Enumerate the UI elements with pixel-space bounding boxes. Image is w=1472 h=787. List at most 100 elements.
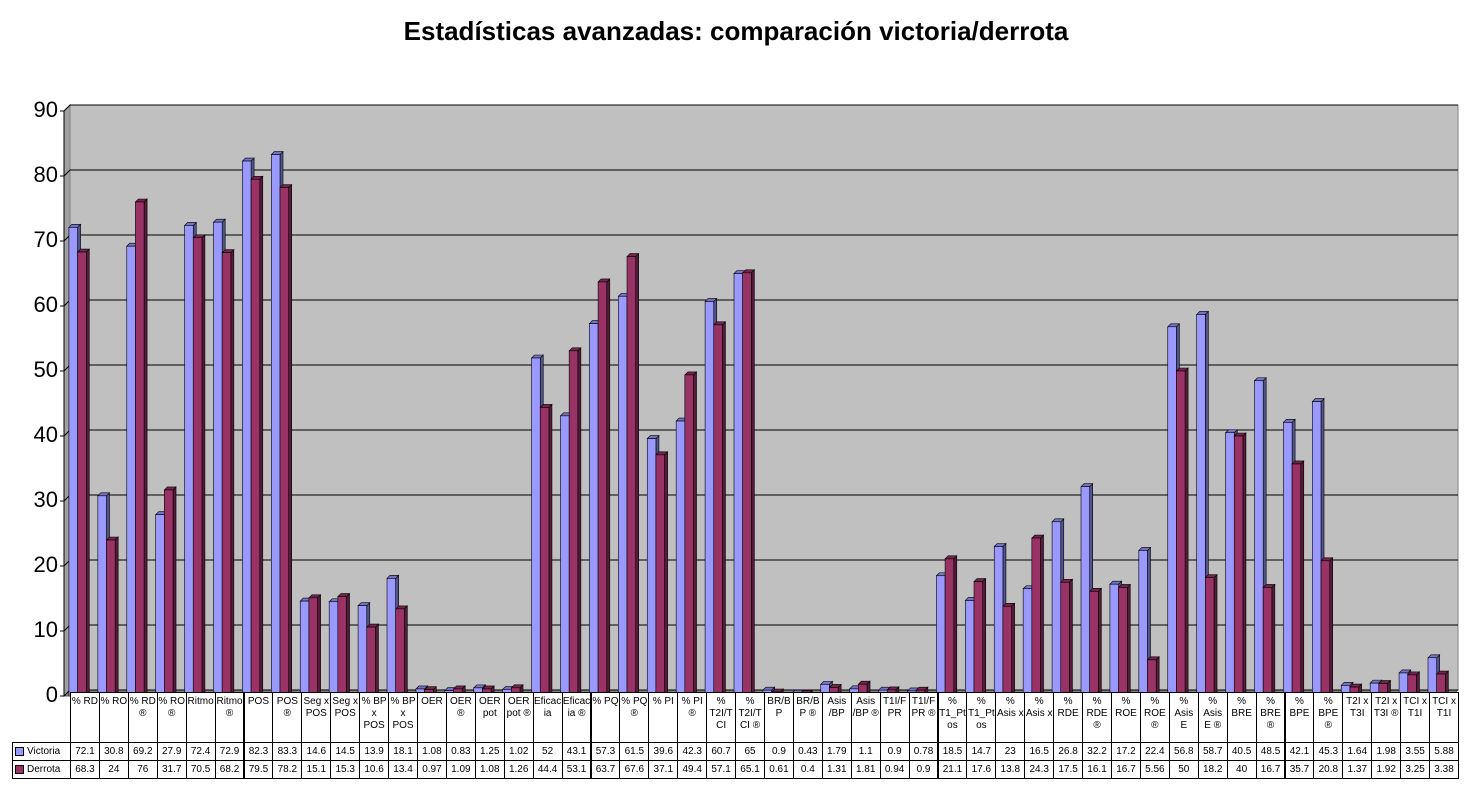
table-value: 16.5 xyxy=(1024,742,1055,761)
bar-face xyxy=(965,600,975,697)
bar xyxy=(1233,432,1247,697)
bar-face xyxy=(1225,432,1235,697)
table-value: 0.9 xyxy=(764,742,794,761)
bar xyxy=(626,252,640,697)
bar-face xyxy=(1312,401,1322,697)
bar-face xyxy=(213,221,223,697)
table-value: 1.08 xyxy=(417,742,447,761)
bar xyxy=(973,577,987,697)
y-tick-label: 80 xyxy=(34,162,58,187)
table-value: 1.37 xyxy=(1342,760,1373,779)
category-label: % T2I/TCI ® xyxy=(735,692,765,743)
table-value: 24 xyxy=(98,760,129,779)
table-value: 79.5 xyxy=(243,760,274,779)
bar xyxy=(568,347,582,697)
bar-face xyxy=(366,626,376,697)
bar-face xyxy=(577,347,582,697)
bar-face xyxy=(279,187,289,697)
bar-face xyxy=(722,321,726,697)
table-value: 39.6 xyxy=(648,742,679,761)
legend-swatch xyxy=(15,765,24,774)
table-value: 16.7 xyxy=(1255,760,1286,779)
bar-face xyxy=(589,323,599,697)
category-label: % ROE ® xyxy=(1139,692,1170,743)
category-label: T2I x T3I xyxy=(1342,692,1373,743)
table-value: 23 xyxy=(995,742,1026,761)
table-value: 42.1 xyxy=(1284,742,1315,761)
table-value: 17.5 xyxy=(1053,760,1084,779)
table-value: 0.43 xyxy=(792,742,823,761)
bar-face xyxy=(1147,659,1157,697)
bar-face xyxy=(1118,587,1128,697)
category-label: % PQ xyxy=(590,692,621,743)
bar-face xyxy=(375,623,379,697)
bar-face xyxy=(1176,370,1186,697)
bar-face xyxy=(973,581,983,697)
bar xyxy=(1146,656,1160,697)
table-value: 70.5 xyxy=(185,760,216,779)
bar-face xyxy=(646,438,657,697)
y-tick-label: 60 xyxy=(34,292,58,317)
bar-face xyxy=(539,407,550,697)
chart-title: Estadísticas avanzadas: comparación vict… xyxy=(404,16,1069,46)
bar-face xyxy=(346,592,350,697)
table-value: 57.3 xyxy=(590,742,621,761)
y-tick-label: 50 xyxy=(34,357,58,382)
table-value: 0.97 xyxy=(417,760,447,779)
table-value: 60.7 xyxy=(706,742,737,761)
bar-face xyxy=(606,278,611,697)
category-label: % RO ® xyxy=(156,692,187,743)
bar-face xyxy=(1320,560,1330,697)
bar xyxy=(279,183,293,697)
bar-face xyxy=(993,546,1004,697)
bar-face xyxy=(172,486,177,697)
bar-face xyxy=(655,454,665,697)
bar-face xyxy=(664,451,668,697)
table-value: 1.79 xyxy=(821,742,852,761)
bar-face xyxy=(936,575,946,697)
table-value: 50 xyxy=(1168,760,1199,779)
bar-face xyxy=(597,281,608,697)
bar-face xyxy=(1242,432,1247,697)
table-value: 1.02 xyxy=(503,742,534,761)
table-value: 21.1 xyxy=(937,760,968,779)
table-value: 31.7 xyxy=(156,760,187,779)
bar-face xyxy=(1126,583,1131,697)
table-value: 68.2 xyxy=(214,760,245,779)
table-value: 17.2 xyxy=(1111,742,1141,761)
table-value: 0.78 xyxy=(908,742,939,761)
table-value: 37.1 xyxy=(648,760,679,779)
table-value: 45.3 xyxy=(1313,742,1344,761)
table-value: 15.3 xyxy=(330,760,361,779)
bar-face xyxy=(1291,463,1302,697)
bar-face xyxy=(953,555,958,697)
category-label: % T2I/TCI xyxy=(706,692,737,743)
bar-face xyxy=(337,596,347,697)
legend-label: Victoria xyxy=(27,745,61,757)
bar-face xyxy=(1080,486,1090,697)
bar xyxy=(684,371,698,697)
bar xyxy=(539,403,553,697)
bar-face xyxy=(328,601,339,697)
bar-face xyxy=(1283,422,1293,697)
table-value: 42.3 xyxy=(677,742,708,761)
bar-face xyxy=(1262,587,1273,697)
bar-face xyxy=(1069,578,1073,697)
category-label: % T1_Ptos xyxy=(966,692,997,743)
table-value: 44.4 xyxy=(532,760,563,779)
table-value: 0.9 xyxy=(908,760,939,779)
table-value: 0.9 xyxy=(879,742,910,761)
table-value: 48.5 xyxy=(1255,742,1286,761)
table-value: 49.4 xyxy=(677,760,708,779)
bar-face xyxy=(704,301,715,697)
bar-face xyxy=(1427,657,1437,697)
bar-face xyxy=(1196,314,1206,697)
bar-face xyxy=(548,403,553,697)
table-value: 0.94 xyxy=(879,760,910,779)
category-label: % Asis x xyxy=(995,692,1026,743)
table-value: 24.3 xyxy=(1024,760,1055,779)
bar-face xyxy=(944,558,955,697)
bar-face xyxy=(1109,583,1119,697)
table-value: 14.5 xyxy=(330,742,361,761)
